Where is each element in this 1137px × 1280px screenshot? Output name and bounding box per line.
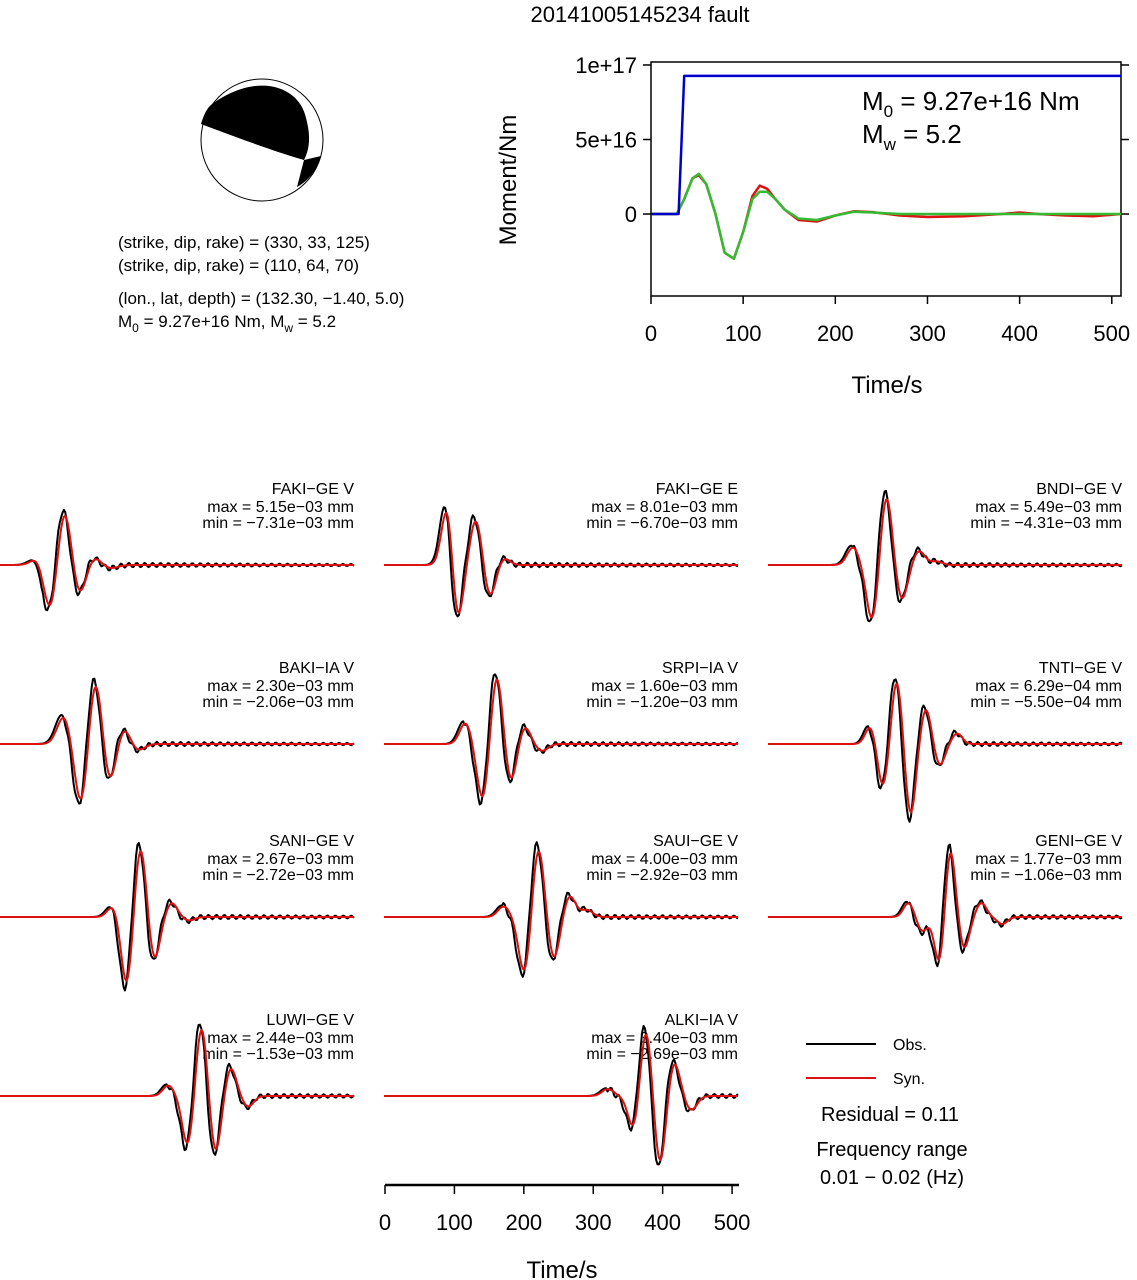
nodal-plane-2: (strike, dip, rake) = (110, 64, 70) bbox=[118, 256, 359, 275]
waveform-x-tick-label: 100 bbox=[436, 1210, 473, 1235]
waveform-time-axis: 0 100 200 300 400 500 Time/s bbox=[379, 1183, 751, 1280]
waveform-x-tick-label: 200 bbox=[505, 1210, 542, 1235]
synthetic-waveform bbox=[768, 498, 1122, 619]
residual-text: Residual = 0.11 bbox=[821, 1104, 959, 1126]
synthetic-waveform bbox=[0, 514, 354, 606]
synthetic-waveform bbox=[0, 1029, 354, 1150]
station-max: max = 1.77e−03 mm bbox=[975, 851, 1122, 868]
moment-x-tick-label: 0 bbox=[645, 321, 657, 346]
station-max: max = 8.01e−03 mm bbox=[591, 499, 738, 516]
beachball bbox=[200, 78, 324, 202]
moment-x-tick-label: 300 bbox=[909, 321, 946, 346]
waveform-x-tick-label: 300 bbox=[575, 1210, 612, 1235]
station-min: min = −2.92e−03 mm bbox=[586, 867, 738, 884]
frequency-range-label: Frequency range bbox=[816, 1139, 967, 1161]
moment-rate-chart: 0 5e+16 1e+17 0 100 200 300 400 500 Time/s Mome… bbox=[495, 53, 1130, 399]
station-max: max = 4.00e−03 mm bbox=[591, 851, 738, 868]
legend-obs-label: Obs. bbox=[893, 1037, 927, 1054]
station-min: min = −4.31e−03 mm bbox=[970, 515, 1122, 532]
station-name: GENI−GE V bbox=[1035, 833, 1122, 850]
station-name: SRPI−IA V bbox=[662, 660, 738, 677]
moment-x-tick-label: 100 bbox=[725, 321, 762, 346]
station-min: min = −2.69e−03 mm bbox=[586, 1046, 738, 1063]
station-name: FAKI−GE E bbox=[656, 481, 738, 498]
synthetic-waveform bbox=[384, 511, 738, 614]
synthetic-waveform bbox=[384, 678, 738, 798]
synthetic-waveform bbox=[384, 1033, 738, 1162]
station-name: BAKI−IA V bbox=[279, 660, 354, 677]
frequency-range-value: 0.01 − 0.02 (Hz) bbox=[820, 1167, 964, 1189]
station-min: min = −1.06e−03 mm bbox=[970, 867, 1122, 884]
station-name: SANI−GE V bbox=[269, 833, 354, 850]
station-name: SAUI−GE V bbox=[653, 833, 738, 850]
moment-annotation-mw: Mw = 5.2 bbox=[862, 119, 962, 154]
station-name: FAKI−GE V bbox=[272, 481, 355, 498]
station-max: max = 5.49e−03 mm bbox=[975, 499, 1122, 516]
station-min: min = −2.72e−03 mm bbox=[202, 867, 354, 884]
station-max: max = 6.29e−04 mm bbox=[975, 678, 1122, 695]
beachball-compression-wedge bbox=[297, 156, 321, 187]
station-max: max = 3.40e−03 mm bbox=[591, 1030, 738, 1047]
moment-series-line bbox=[651, 174, 1122, 260]
synthetic-waveform bbox=[384, 850, 738, 971]
synthetic-waveform bbox=[0, 685, 354, 800]
station-min: min = −5.50e−04 mm bbox=[970, 694, 1122, 711]
station-min: min = −1.20e−03 mm bbox=[586, 694, 738, 711]
moment-magnitude-summary: M0 = 9.27e+16 Nm, Mw = 5.2 bbox=[118, 312, 336, 335]
moment-y-tick-label: 0 bbox=[625, 202, 637, 227]
moment-x-axis-label: Time/s bbox=[851, 372, 922, 399]
station-min: min = −6.70e−03 mm bbox=[586, 515, 738, 532]
moment-plot-frame bbox=[650, 61, 1122, 297]
figure-title: 20141005145234 fault bbox=[531, 2, 750, 27]
moment-series-line bbox=[651, 172, 1121, 260]
waveform-x-tick-label: 0 bbox=[379, 1210, 391, 1235]
hypocenter-location: (lon., lat, depth) = (132.30, −1.40, 5.0… bbox=[118, 289, 404, 308]
moment-y-axis-label: Moment/Nm bbox=[495, 115, 522, 246]
synthetic-waveform bbox=[768, 852, 1122, 961]
station-min: min = −1.53e−03 mm bbox=[202, 1046, 354, 1063]
station-name: TNTI−GE V bbox=[1039, 660, 1122, 677]
station-min: min = −7.31e−03 mm bbox=[202, 515, 354, 532]
waveform-x-tick-label: 400 bbox=[644, 1210, 681, 1235]
waveform-x-tick-label: 500 bbox=[714, 1210, 751, 1235]
beachball-compression-region bbox=[201, 85, 310, 160]
synthetic-waveform bbox=[768, 682, 1122, 814]
station-name: LUWI−GE V bbox=[266, 1012, 354, 1029]
station-max: max = 2.44e−03 mm bbox=[207, 1030, 354, 1047]
moment-x-tick-label: 200 bbox=[817, 321, 854, 346]
moment-x-tick-label: 500 bbox=[1093, 321, 1130, 346]
station-name: BNDI−GE V bbox=[1036, 481, 1122, 498]
station-max: max = 2.30e−03 mm bbox=[207, 678, 354, 695]
moment-annotation-m0: M0 = 9.27e+16 Nm bbox=[862, 86, 1080, 121]
station-min: min = −2.06e−03 mm bbox=[202, 694, 354, 711]
legend-syn-label: Syn. bbox=[893, 1071, 925, 1088]
station-max: max = 1.60e−03 mm bbox=[591, 678, 738, 695]
waveform-legend: Obs. Syn. Residual = 0.11 Frequency rang… bbox=[806, 1037, 968, 1189]
moment-y-tick-label: 1e+17 bbox=[575, 53, 637, 78]
station-name: ALKI−IA V bbox=[665, 1012, 739, 1029]
moment-x-tick-label: 400 bbox=[1001, 321, 1038, 346]
nodal-plane-1: (strike, dip, rake) = (330, 33, 125) bbox=[118, 233, 370, 252]
moment-series-line bbox=[651, 74, 1121, 216]
station-max: max = 2.67e−03 mm bbox=[207, 851, 354, 868]
station-max: max = 5.15e−03 mm bbox=[207, 499, 354, 516]
waveform-x-axis-label: Time/s bbox=[526, 1257, 597, 1280]
synthetic-waveform bbox=[0, 850, 354, 982]
moment-y-tick-label: 5e+16 bbox=[575, 128, 637, 153]
